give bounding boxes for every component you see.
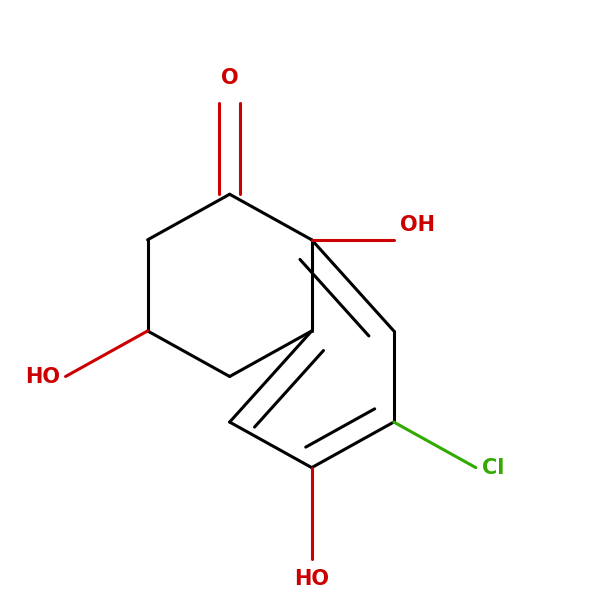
- Text: OH: OH: [400, 215, 434, 235]
- Text: HO: HO: [25, 367, 59, 386]
- Text: HO: HO: [294, 569, 329, 589]
- Text: O: O: [221, 68, 238, 88]
- Text: Cl: Cl: [482, 458, 504, 478]
